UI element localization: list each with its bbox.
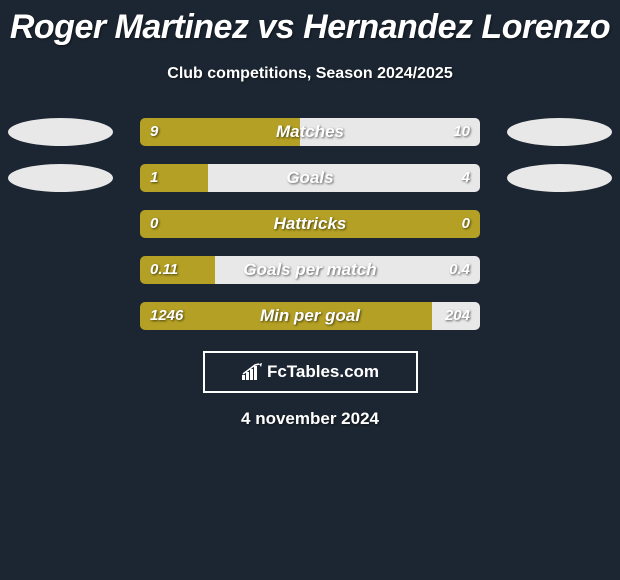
player-oval-right	[507, 118, 612, 146]
logo-box: FcTables.com	[203, 351, 418, 393]
bar-left	[140, 164, 208, 192]
stat-row: Matches910	[0, 109, 620, 155]
stat-row: Goals14	[0, 155, 620, 201]
player-oval-left	[8, 118, 113, 146]
chart-icon	[241, 363, 263, 381]
bar-right	[300, 118, 480, 146]
subtitle: Club competitions, Season 2024/2025	[0, 65, 620, 83]
bar-right	[432, 302, 480, 330]
stat-row: Hattricks00	[0, 201, 620, 247]
bar-left	[140, 256, 215, 284]
bar-left	[140, 118, 300, 146]
comparison-chart: Matches910Goals14Hattricks00Goals per ma…	[0, 109, 620, 339]
bar-track	[140, 302, 480, 330]
stat-row: Min per goal1246204	[0, 293, 620, 339]
logo-text: FcTables.com	[267, 362, 379, 382]
bar-right	[208, 164, 480, 192]
bar-track	[140, 256, 480, 284]
bar-left	[140, 302, 432, 330]
bar-left	[140, 210, 480, 238]
page-title: Roger Martinez vs Hernandez Lorenzo	[0, 0, 620, 47]
date-label: 4 november 2024	[0, 409, 620, 429]
player-oval-right	[507, 164, 612, 192]
player-oval-left	[8, 164, 113, 192]
bar-right	[215, 256, 480, 284]
bar-track	[140, 118, 480, 146]
bar-track	[140, 164, 480, 192]
bar-track	[140, 210, 480, 238]
stat-row: Goals per match0.110.4	[0, 247, 620, 293]
